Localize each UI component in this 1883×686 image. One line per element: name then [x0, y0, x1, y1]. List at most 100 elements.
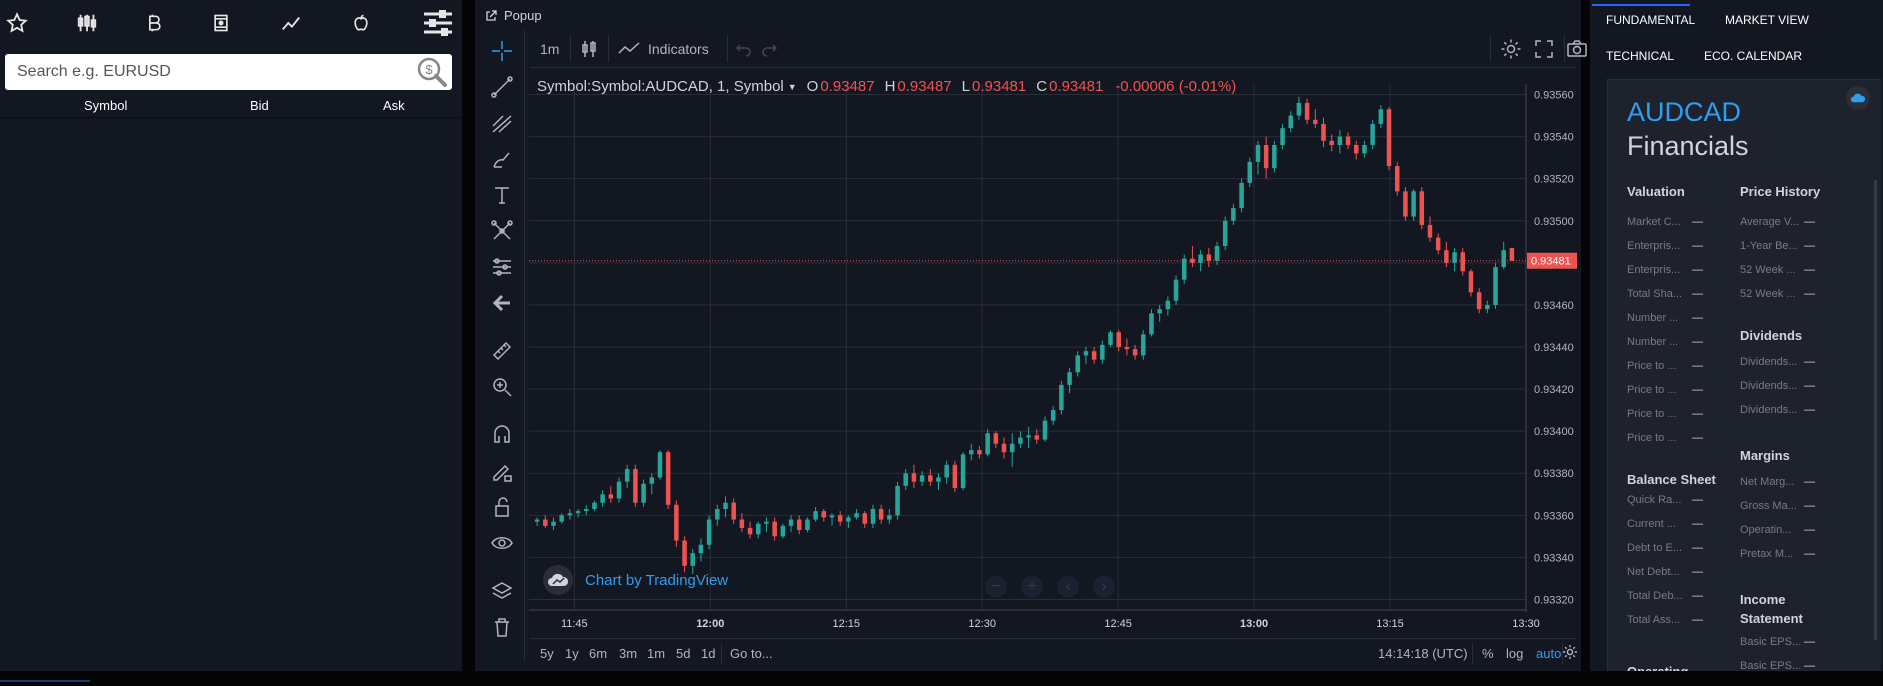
column-bid[interactable]: Bid [250, 98, 269, 113]
range-5y[interactable]: 5y [540, 646, 554, 661]
candles-icon[interactable] [70, 8, 104, 38]
caret-down-icon[interactable]: ▼ [787, 81, 797, 92]
trash-icon[interactable] [487, 612, 517, 642]
redo-button[interactable] [760, 37, 778, 61]
zoom-in-icon[interactable] [487, 372, 517, 402]
filter-sliders-icon[interactable] [418, 8, 458, 38]
pencil-lock-icon[interactable] [487, 456, 517, 486]
candle-style-button[interactable] [580, 37, 598, 61]
range-6m[interactable]: 6m [589, 646, 608, 661]
svg-text:$: $ [425, 62, 433, 77]
margins-row-value: — [1804, 500, 1815, 512]
trend-line-icon[interactable] [487, 72, 517, 102]
range-5d[interactable]: 5d [676, 646, 691, 661]
scale-settings-button[interactable] [1562, 644, 1578, 663]
auto-toggle[interactable]: auto [1536, 646, 1562, 661]
camera-icon [1567, 40, 1587, 57]
valuation-row-value: — [1692, 216, 1703, 228]
column-ask[interactable]: Ask [383, 98, 405, 113]
candle-down [1313, 119, 1318, 124]
settings-button[interactable] [1500, 37, 1522, 61]
search-input[interactable] [5, 55, 405, 89]
fullscreen-button[interactable] [1534, 37, 1554, 61]
candle-up [813, 511, 818, 520]
tab-eco-calendar[interactable]: ECO. CALENDAR [1704, 49, 1803, 63]
candle-up [1108, 332, 1113, 345]
log-toggle[interactable]: log [1506, 646, 1524, 661]
dividends-row-value: — [1804, 356, 1815, 368]
commodity-icon[interactable] [204, 8, 238, 38]
zoom-out-button[interactable]: − [985, 576, 1007, 598]
chart-nav-buttons: − + ‹ › [985, 576, 1115, 598]
candle-down [1444, 250, 1449, 263]
x-tick-label: 13:30 [1512, 618, 1540, 630]
tab-market-view[interactable]: MARKET VIEW [1725, 13, 1809, 27]
divider [1472, 644, 1473, 664]
range-1d[interactable]: 1d [701, 646, 716, 661]
valuation-row-value: — [1692, 360, 1703, 372]
candle-down [911, 473, 917, 482]
valuation-row-value: — [1692, 408, 1703, 420]
chart-canvas[interactable]: 0.935600.935400.935200.935000.934800.934… [529, 70, 1812, 642]
tab-fundamental[interactable]: FUNDAMENTAL [1606, 13, 1696, 27]
magnet-icon[interactable] [487, 420, 517, 450]
external-link-icon [486, 9, 497, 21]
tab-technical[interactable]: TECHNICAL [1606, 49, 1675, 63]
y-tick-label: 0.93440 [1534, 342, 1574, 354]
scroll-left-button[interactable]: ‹ [1057, 576, 1079, 598]
search-icon[interactable]: $ [416, 56, 448, 88]
price-history-heading: Price History [1740, 184, 1821, 199]
scroll-right-button[interactable]: › [1093, 576, 1115, 598]
pattern-icon[interactable] [487, 216, 517, 246]
goto-button[interactable]: Go to... [730, 646, 773, 661]
apple-icon[interactable] [344, 8, 378, 38]
pitchfork-icon[interactable] [487, 108, 517, 138]
candle-up [583, 509, 589, 512]
undo-icon [735, 44, 751, 57]
price-chart[interactable]: 0.935600.935400.935200.935000.934800.934… [529, 70, 1812, 642]
margins-row-label: Operatin... [1740, 524, 1792, 536]
utc-clock[interactable]: 14:14:18 (UTC) [1378, 646, 1468, 661]
column-symbol[interactable]: Symbol [84, 98, 128, 113]
candle-up [1075, 355, 1080, 373]
range-3m[interactable]: 3m [619, 646, 638, 661]
indicators-button[interactable]: Indicators [618, 37, 709, 61]
brush-icon[interactable] [487, 144, 517, 174]
prediction-icon[interactable] [487, 252, 517, 282]
zoom-in-button[interactable]: + [1021, 576, 1043, 598]
text-tool-icon[interactable] [487, 180, 517, 210]
arrow-left-icon[interactable] [487, 288, 517, 318]
layers-icon[interactable] [487, 576, 517, 606]
popup-button[interactable]: Popup [485, 8, 542, 23]
range-1m[interactable]: 1m [647, 646, 666, 661]
interval-button[interactable]: 1m [540, 41, 560, 57]
legend-symbol[interactable]: Symbol:Symbol:AUDCAD, 1, Symbol [537, 78, 784, 95]
percent-toggle[interactable]: % [1482, 646, 1494, 661]
y-tick-label: 0.93380 [1534, 468, 1574, 480]
star-icon[interactable] [0, 8, 34, 38]
range-1y[interactable]: 1y [565, 646, 579, 661]
balance-sheet-row-label: Quick Ra... [1627, 494, 1682, 506]
candle-up [698, 544, 704, 554]
screenshot-button[interactable] [1566, 37, 1588, 61]
scrollbar[interactable] [1874, 180, 1877, 640]
candle-up [960, 454, 966, 488]
crosshair-icon[interactable] [487, 36, 517, 66]
balance-sheet-row-value: — [1692, 494, 1703, 506]
symbol-title[interactable]: AUDCAD [1627, 97, 1742, 127]
bitcoin-icon[interactable] [137, 8, 171, 38]
ruler-icon[interactable] [487, 336, 517, 366]
margins-row-value: — [1804, 476, 1815, 488]
indicators-icon [618, 42, 640, 54]
candle-up [1222, 220, 1228, 247]
divider [570, 36, 571, 62]
fundamentals-content: AUDCAD Financials Valuation Market C... —… [1607, 79, 1881, 671]
eye-icon[interactable] [487, 528, 517, 558]
gear-icon [1563, 645, 1577, 659]
tradingview-watermark[interactable]: Chart by TradingView [543, 565, 728, 595]
undo-button[interactable] [735, 37, 753, 61]
candle-down [1034, 435, 1040, 440]
lock-icon[interactable] [487, 492, 517, 522]
chart-line-icon[interactable] [274, 8, 308, 38]
tradingview-cloud-icon[interactable] [1846, 86, 1870, 110]
